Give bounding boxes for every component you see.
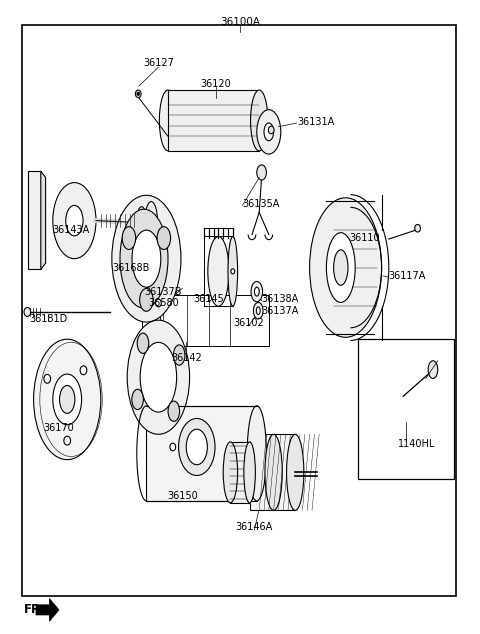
Text: 36102: 36102 — [233, 318, 264, 328]
Text: 36127: 36127 — [143, 58, 174, 68]
Ellipse shape — [310, 198, 382, 337]
Ellipse shape — [254, 287, 259, 296]
Bar — [358, 339, 454, 479]
Ellipse shape — [287, 434, 304, 510]
Bar — [146, 406, 257, 501]
Circle shape — [24, 307, 31, 316]
Circle shape — [64, 436, 71, 445]
Circle shape — [80, 366, 87, 375]
Text: 36117A: 36117A — [389, 271, 426, 281]
Ellipse shape — [34, 339, 101, 460]
Circle shape — [44, 374, 50, 383]
Ellipse shape — [60, 385, 75, 413]
Circle shape — [135, 90, 141, 98]
Text: 36135A: 36135A — [242, 199, 280, 209]
Ellipse shape — [208, 236, 229, 306]
Ellipse shape — [251, 90, 268, 151]
Ellipse shape — [53, 374, 82, 425]
Ellipse shape — [157, 227, 170, 249]
Ellipse shape — [112, 195, 181, 322]
Text: 36181D: 36181D — [29, 314, 67, 324]
Ellipse shape — [265, 434, 282, 510]
Bar — [230, 442, 250, 503]
Text: 36100A: 36100A — [220, 16, 260, 27]
Polygon shape — [36, 598, 59, 621]
Text: 36145: 36145 — [193, 294, 224, 304]
Ellipse shape — [137, 207, 146, 235]
Circle shape — [170, 443, 176, 451]
Bar — [204, 236, 233, 306]
Circle shape — [231, 269, 235, 274]
Text: 36146A: 36146A — [236, 522, 273, 533]
Text: 36580: 36580 — [148, 298, 179, 308]
Ellipse shape — [145, 202, 157, 240]
Ellipse shape — [257, 165, 266, 180]
Text: 36110: 36110 — [349, 233, 380, 243]
Ellipse shape — [140, 342, 177, 412]
Ellipse shape — [253, 302, 263, 319]
Ellipse shape — [228, 236, 238, 306]
Ellipse shape — [428, 361, 438, 378]
Bar — [168, 90, 259, 151]
Ellipse shape — [244, 442, 255, 503]
Text: 36170: 36170 — [43, 423, 74, 433]
Ellipse shape — [173, 345, 185, 365]
Ellipse shape — [127, 320, 190, 434]
Text: FR.: FR. — [24, 604, 46, 616]
Circle shape — [268, 126, 274, 134]
Ellipse shape — [120, 209, 168, 308]
Text: 36143A: 36143A — [52, 224, 90, 235]
Text: 36120: 36120 — [201, 79, 231, 89]
Text: 36142: 36142 — [171, 353, 202, 363]
Text: 36137A: 36137A — [262, 306, 299, 316]
Ellipse shape — [179, 418, 215, 476]
Text: 36131A: 36131A — [298, 117, 335, 127]
Ellipse shape — [140, 288, 153, 311]
Ellipse shape — [137, 333, 149, 353]
Ellipse shape — [159, 90, 177, 151]
Polygon shape — [28, 171, 41, 269]
Ellipse shape — [251, 281, 263, 302]
Text: 36138A: 36138A — [262, 294, 299, 304]
Ellipse shape — [247, 406, 266, 501]
Ellipse shape — [132, 389, 144, 410]
Circle shape — [415, 224, 420, 232]
Ellipse shape — [186, 429, 207, 465]
Text: 36150: 36150 — [167, 491, 198, 501]
Text: 36168B: 36168B — [112, 262, 149, 273]
Bar — [142, 295, 269, 346]
Ellipse shape — [256, 307, 260, 314]
Bar — [250, 434, 295, 510]
Text: 1140HL: 1140HL — [398, 439, 435, 449]
Circle shape — [156, 299, 161, 307]
Ellipse shape — [326, 233, 355, 302]
Text: 36137B: 36137B — [144, 287, 182, 297]
Ellipse shape — [53, 183, 96, 259]
Ellipse shape — [264, 123, 274, 141]
Ellipse shape — [257, 110, 281, 154]
Ellipse shape — [334, 250, 348, 285]
Ellipse shape — [132, 230, 161, 287]
Ellipse shape — [122, 227, 136, 249]
Ellipse shape — [168, 401, 180, 422]
Ellipse shape — [66, 205, 83, 236]
Polygon shape — [41, 171, 46, 269]
Ellipse shape — [223, 442, 238, 503]
Circle shape — [137, 92, 140, 96]
